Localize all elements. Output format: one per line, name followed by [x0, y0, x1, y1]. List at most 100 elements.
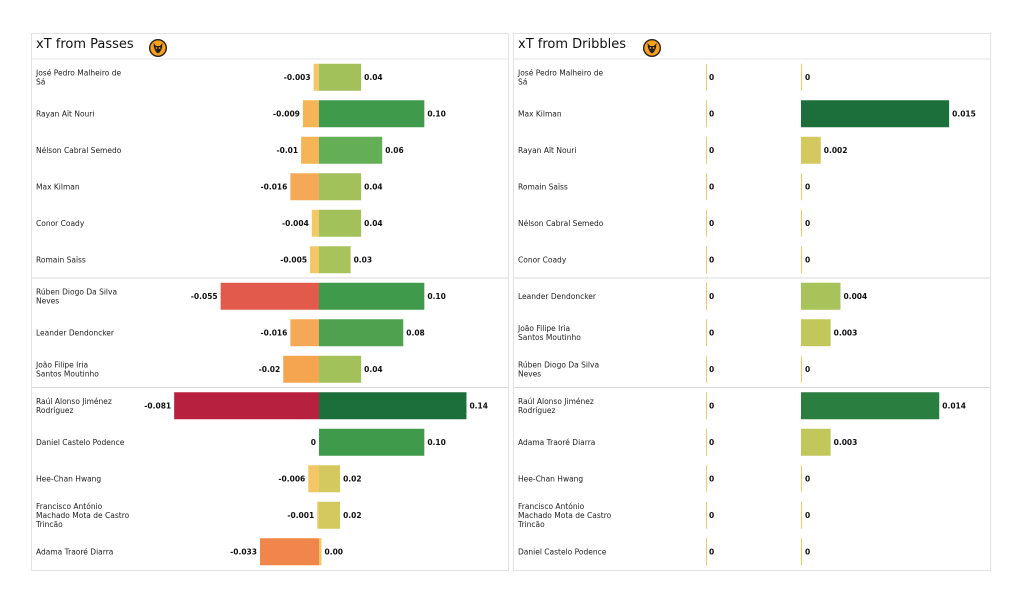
negative-value-label: -0.02: [259, 365, 281, 374]
positive-bar: [319, 246, 351, 274]
positive-value-label: 0: [805, 511, 810, 520]
positive-bar: [319, 355, 362, 383]
negative-bar: [302, 100, 319, 128]
player-name-line: Raúl Alonso Jiménez: [36, 397, 112, 406]
positive-bar: [319, 465, 341, 493]
positive-value-label: 0.014: [942, 401, 966, 410]
negative-bar: [283, 355, 319, 383]
positive-value-label: 0.08: [406, 328, 425, 337]
player-name-line: João Filipe Iria: [35, 360, 88, 369]
player-name-line: José Pedro Malheiro de: [517, 68, 603, 77]
negative-value-label: 0: [709, 547, 714, 556]
player-name-line: Leander Dendoncker: [36, 328, 115, 337]
positive-bar: [319, 173, 362, 201]
player-name: Raúl Alonso Jiménez Rodríguez: [518, 397, 594, 415]
player-name: Romain Saïss: [518, 182, 568, 191]
player-name: Francisco António Machado Mota de Castro T…: [517, 502, 612, 529]
player-name-line: Francisco António: [518, 502, 585, 511]
player-name-line: Conor Coady: [518, 255, 567, 264]
positive-value-label: 0: [805, 219, 810, 228]
negative-value-label: -0.033: [230, 547, 257, 556]
player-name: Rayan Aït Nouri: [36, 109, 94, 118]
positive-bar: [801, 209, 802, 237]
positive-value-label: 0: [805, 547, 810, 556]
negative-value-label: -0.004: [282, 219, 309, 228]
positive-bar: [801, 319, 831, 347]
positive-value-label: 0.04: [364, 219, 383, 228]
player-name: Adama Traoré Diarra: [36, 547, 113, 556]
player-name: Romain Saïss: [36, 255, 86, 264]
positive-value-label: 0.02: [343, 511, 362, 520]
negative-bar: [706, 173, 707, 201]
positive-bar: [801, 100, 950, 128]
positive-value-label: 0.10: [427, 438, 446, 447]
positive-bar: [319, 136, 383, 164]
negative-bar: [310, 246, 319, 274]
positive-value-label: 0.10: [427, 109, 446, 118]
positive-value-label: 0.003: [834, 438, 858, 447]
player-name-line: Daniel Castelo Podence: [518, 547, 607, 556]
player-name-line: Francisco António: [36, 502, 103, 511]
negative-value-label: 0: [709, 109, 714, 118]
positive-value-label: 0.02: [343, 474, 362, 483]
negative-value-label: -0.016: [261, 328, 288, 337]
dribbles-panel-title: xT from Dribbles: [518, 37, 627, 52]
player-name-line: Daniel Castelo Podence: [36, 438, 125, 447]
player-name-line: João Filipe Iria: [517, 324, 570, 333]
positive-value-label: 0.015: [952, 109, 976, 118]
player-name: João Filipe Iria Santos Moutinho: [517, 324, 581, 342]
player-name-line: Sá: [36, 77, 45, 86]
negative-bar: [308, 465, 319, 493]
positive-bar: [801, 282, 841, 310]
player-name: Daniel Castelo Podence: [36, 438, 125, 447]
player-name-line: Max Kilman: [36, 182, 80, 191]
player-name: Francisco António Machado Mota de Castro T…: [35, 502, 130, 529]
positive-value-label: 0: [805, 182, 810, 191]
passes-panel: xT from Passes José Pedro Malheiro de Sá -…: [31, 33, 509, 571]
player-name-line: Romain Saïss: [36, 255, 86, 264]
negative-bar: [706, 538, 707, 566]
dribbles-chart: José Pedro Malheiro de Sá 0 0 Max Kilman 0 0.0…: [514, 58, 990, 566]
negative-value-label: 0: [709, 255, 714, 264]
player-name-line: Nélson Cabral Semedo: [36, 146, 122, 155]
player-name: José Pedro Malheiro de Sá: [517, 68, 603, 86]
negative-bar: [706, 209, 707, 237]
negative-bar: [313, 63, 319, 91]
negative-value-label: 0: [709, 474, 714, 483]
player-name-line: Rayan Aït Nouri: [36, 109, 94, 118]
player-name-line: Neves: [518, 369, 541, 378]
positive-bar: [319, 428, 425, 456]
negative-value-label: 0: [709, 401, 714, 410]
positive-bar: [319, 100, 425, 128]
player-name-line: Rodríguez: [518, 406, 556, 415]
player-name: Leander Dendoncker: [518, 292, 597, 301]
negative-bar: [706, 136, 707, 164]
negative-bar: [706, 501, 707, 529]
positive-value-label: 0: [805, 73, 810, 82]
negative-value-label: -0.009: [273, 109, 300, 118]
negative-value-label: 0: [709, 365, 714, 374]
player-name-line: Adama Traoré Diarra: [518, 438, 595, 447]
player-name: Nélson Cabral Semedo: [518, 219, 604, 228]
negative-value-label: -0.055: [191, 292, 218, 301]
player-name-line: Rodríguez: [36, 406, 74, 415]
positive-bar: [319, 209, 362, 237]
player-name-line: Hee-Chan Hwang: [36, 474, 101, 483]
negative-bar: [259, 538, 319, 566]
negative-value-label: 0: [709, 182, 714, 191]
player-name: Rayan Aït Nouri: [518, 146, 576, 155]
player-name-line: Rúben Diogo Da Silva: [518, 360, 599, 369]
player-name-line: Santos Moutinho: [518, 333, 581, 342]
player-name-line: Trincão: [517, 520, 545, 529]
wolves-crest-icon: [148, 38, 168, 58]
player-name: Adama Traoré Diarra: [518, 438, 595, 447]
positive-bar: [801, 173, 802, 201]
negative-value-label: 0: [709, 438, 714, 447]
negative-value-label: -0.001: [287, 511, 314, 520]
positive-value-label: 0.00: [325, 547, 344, 556]
positive-bar: [801, 63, 802, 91]
player-name: Daniel Castelo Podence: [518, 547, 607, 556]
positive-bar: [319, 282, 425, 310]
positive-value-label: 0.03: [354, 255, 373, 264]
positive-value-label: 0: [805, 255, 810, 264]
